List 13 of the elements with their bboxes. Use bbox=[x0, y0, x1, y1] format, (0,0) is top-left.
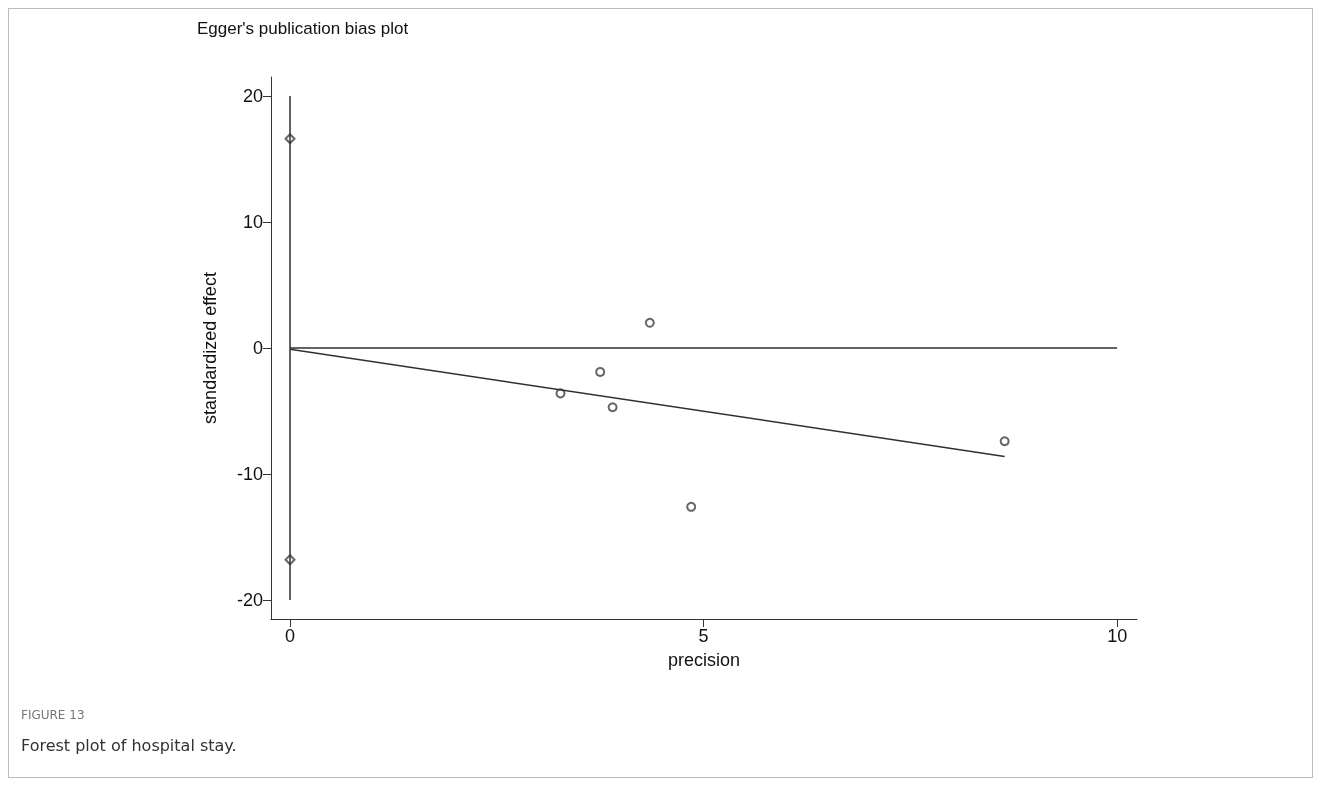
x-axis-title: precision bbox=[667, 650, 741, 670]
y-tick-label: 10 bbox=[242, 211, 263, 232]
caption: FIGURE 13 bbox=[21, 708, 85, 722]
y-tick-label: 0 bbox=[252, 338, 263, 358]
chart-title: Egger's publication bias plot bbox=[197, 19, 409, 38]
y-tick-label: -20 bbox=[236, 590, 263, 611]
x-tick-label: 0 bbox=[285, 626, 296, 646]
y-tick-label: 20 bbox=[242, 85, 263, 106]
x-tick-label: 10 bbox=[1107, 626, 1128, 646]
y-axis-title: standardized effect bbox=[200, 272, 220, 424]
text: Forest plot of hospital stay. bbox=[21, 735, 237, 755]
x-tick-label: 5 bbox=[698, 626, 709, 646]
y-tick-label: -10 bbox=[236, 464, 263, 485]
